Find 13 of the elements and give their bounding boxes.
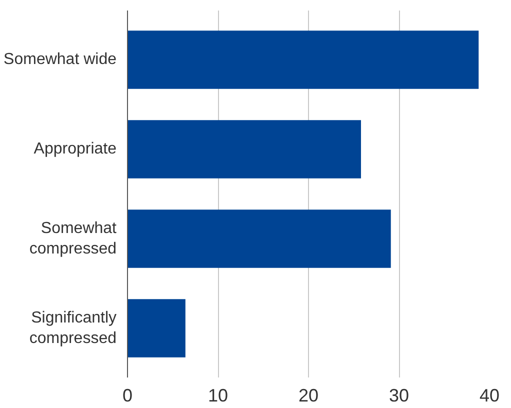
x-tick-label: 20 [298, 386, 319, 406]
bar [128, 299, 186, 358]
bar [128, 30, 479, 89]
bar [128, 210, 391, 268]
x-tick-label: 0 [122, 386, 133, 406]
y-tick-label: Somewhat compressed [29, 220, 118, 258]
y-tick-label: Significantly compressed [29, 310, 117, 347]
x-tick-label: 40 [479, 386, 500, 406]
y-tick-label: Appropriate [34, 140, 117, 158]
bar [128, 120, 361, 178]
x-tick-label: 10 [208, 386, 228, 406]
x-tick-label: 30 [388, 386, 410, 406]
y-tick-label: Somewhat wide [4, 51, 117, 68]
